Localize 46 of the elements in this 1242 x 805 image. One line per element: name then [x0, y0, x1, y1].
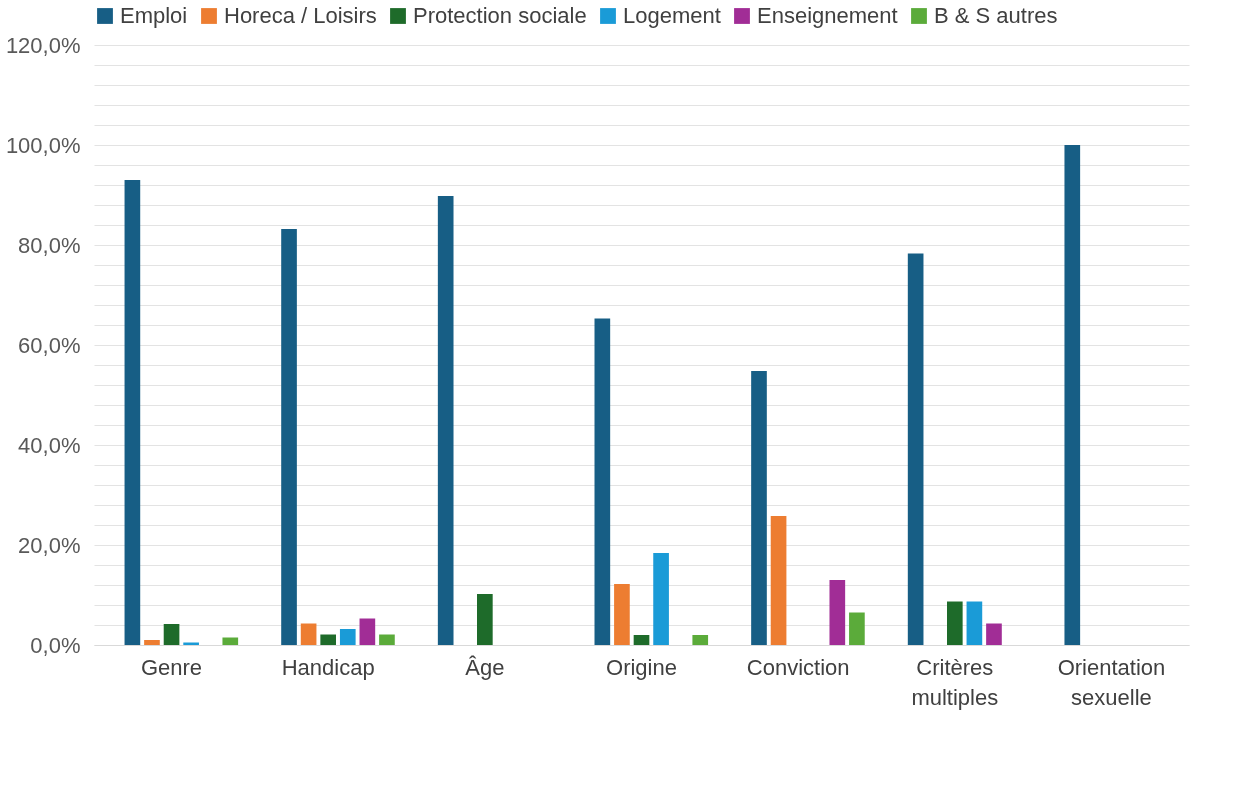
bar: [692, 635, 709, 645]
bar: [594, 318, 611, 645]
bar: [339, 629, 356, 645]
bar: [281, 229, 297, 645]
bar: [849, 612, 865, 645]
y-tick-label: 120,0%: [5, 32, 81, 58]
bar: [907, 253, 924, 645]
bar: [144, 640, 160, 645]
bar: [633, 635, 650, 645]
bar: [359, 618, 376, 645]
x-tick-label: Conviction: [746, 654, 850, 680]
x-tick-label: Critères multiples: [911, 654, 999, 710]
bar: [300, 623, 317, 645]
legend-label: Logement: [623, 3, 721, 28]
bar: [163, 624, 180, 645]
y-tick-label: 60,0%: [18, 332, 81, 358]
bar: [222, 637, 239, 645]
x-tick-label: Orientation sexuelle: [1057, 654, 1166, 710]
x-tick-label: Handicap: [281, 654, 375, 680]
x-tick-label: Origine: [606, 654, 677, 680]
legend-label: Horeca / Loisirs: [224, 3, 377, 28]
legend-label: Emploi: [120, 3, 188, 28]
bar: [614, 584, 630, 645]
y-tick-label: 20,0%: [18, 532, 81, 558]
bar: [751, 371, 767, 645]
x-tick-label: Genre: [140, 654, 203, 680]
x-tick-label: Âge: [465, 654, 505, 680]
legend-label: Enseignement: [757, 3, 898, 28]
bar: [946, 601, 963, 645]
bar: [124, 180, 141, 645]
bar: [653, 553, 669, 645]
y-tick-label: 100,0%: [5, 132, 81, 158]
bar: [1064, 145, 1081, 645]
bar: [320, 634, 337, 645]
bar: [437, 196, 454, 645]
bar: [966, 601, 983, 645]
bar: [829, 580, 846, 645]
bar: [477, 594, 493, 645]
bar: [770, 516, 787, 645]
y-tick-label: 80,0%: [18, 232, 81, 258]
legend-label: B & S autres: [934, 3, 1058, 28]
bar: [986, 623, 1002, 645]
bar: [379, 634, 395, 645]
legend-label: Protection sociale: [413, 3, 587, 28]
y-tick-label: 0,0%: [30, 632, 81, 658]
y-tick-label: 40,0%: [18, 432, 81, 458]
